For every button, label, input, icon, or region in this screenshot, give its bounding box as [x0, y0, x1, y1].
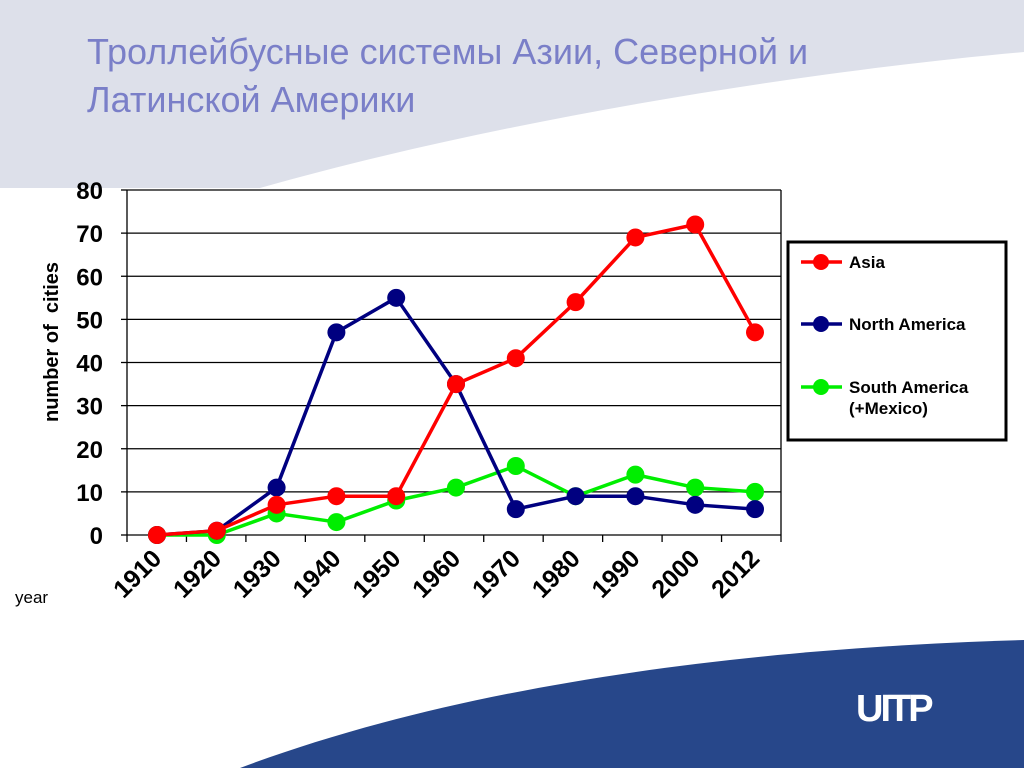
data-point-north-america-1930 [267, 478, 286, 497]
y-tick-label-70: 70 [76, 221, 103, 248]
legend-item-asia: Asia [801, 253, 885, 272]
data-point-asia-1980 [566, 293, 585, 312]
data-point-asia-2000 [686, 215, 705, 234]
data-point-asia-1940 [327, 487, 346, 506]
uitp-logo: UITP [856, 688, 936, 730]
data-series [148, 215, 764, 544]
x-tick-label-1910: 1910 [108, 544, 167, 603]
y-tick-label-0: 0 [90, 523, 103, 550]
legend-items: Asia North America South America (+Mexico) [801, 253, 969, 418]
x-tick-label-2012: 2012 [706, 544, 765, 603]
series-asia [148, 215, 764, 544]
data-point-north-america-1980 [566, 487, 585, 506]
x-tick-label-1950: 1950 [347, 544, 406, 603]
data-point-asia-1990 [626, 228, 645, 247]
axes [121, 189, 782, 542]
legend-label-north-america: North America [849, 315, 966, 334]
legend-label-line: Asia [849, 253, 885, 272]
data-point-asia-1920 [207, 521, 226, 540]
data-point-asia-2012 [746, 323, 764, 342]
x-tick-label-1970: 1970 [467, 544, 526, 603]
legend-label-line: South America [849, 378, 969, 397]
data-point-asia-1910 [148, 526, 166, 544]
slide-title-line-1: Троллейбусные системы Азии, Северной и [87, 31, 809, 72]
y-tick-label-50: 50 [76, 307, 103, 334]
data-point-south-america-1960 [447, 478, 465, 497]
y-tick-label-60: 60 [76, 264, 103, 291]
legend-label-asia: Asia [849, 253, 885, 272]
legend-marker-north-america [813, 316, 829, 332]
data-point-asia-1970 [506, 349, 525, 368]
x-tick-label-1990: 1990 [587, 544, 646, 603]
y-tick-label-80: 80 [76, 178, 103, 205]
y-tick-labels: 0 10 20 30 40 50 60 70 80 [76, 178, 103, 550]
data-point-asia-1930 [267, 495, 286, 514]
data-point-south-america-2000 [686, 478, 705, 497]
data-point-north-america-1970 [506, 500, 525, 519]
gridlines [127, 189, 781, 493]
data-point-south-america-1970 [506, 457, 525, 475]
legend-marker-south-america [813, 379, 829, 395]
x-tick-label-1920: 1920 [168, 544, 227, 603]
slide-title: Троллейбусные системы Азии, Северной и Л… [87, 28, 1007, 124]
data-point-south-america-2012 [746, 482, 764, 501]
legend-box [786, 240, 1008, 442]
top-gray-band [0, 0, 1024, 188]
legend-label-south-america: South America (+Mexico) [849, 378, 969, 418]
y-tick-label-40: 40 [76, 351, 103, 378]
y-tick-label-20: 20 [76, 437, 103, 464]
legend-label-line: North America [849, 315, 966, 334]
data-point-south-america-1990 [626, 465, 645, 484]
data-point-north-america-1990 [626, 487, 645, 506]
slide-title-line-2: Латинской Америки [87, 79, 416, 120]
y-tick-label-30: 30 [76, 394, 103, 421]
uitp-logo-text: UITP [856, 688, 933, 730]
data-point-north-america-1940 [327, 323, 346, 342]
x-tick-label-1940: 1940 [288, 544, 347, 603]
x-tick-label-1930: 1930 [228, 544, 287, 603]
data-point-north-america-2000 [686, 495, 705, 514]
data-point-north-america-1950 [387, 288, 406, 307]
legend-label-line: (+Mexico) [849, 399, 928, 418]
x-axis-label: year [15, 588, 48, 607]
legend-item-north-america: North America [801, 315, 966, 334]
x-tick-label-1960: 1960 [407, 544, 466, 603]
x-tick-label-1980: 1980 [527, 544, 586, 603]
x-tick-label-2000: 2000 [646, 544, 705, 603]
legend-marker-asia [813, 254, 829, 270]
data-point-asia-1960 [447, 375, 465, 394]
y-tick-label-10: 10 [76, 480, 103, 507]
data-point-south-america-1940 [327, 513, 346, 532]
y-axis-label: number of cities [41, 262, 63, 422]
legend-item-south-america: South America (+Mexico) [801, 378, 969, 418]
data-point-asia-1950 [387, 487, 406, 506]
data-point-north-america-2012 [746, 500, 764, 519]
x-tick-labels: 1910 1920 1930 1940 1950 1960 1970 1980 1990 2000… [108, 544, 765, 603]
bottom-blue-band [240, 640, 1024, 768]
legend: Asia North America South America (+Mexico) [786, 240, 1008, 442]
